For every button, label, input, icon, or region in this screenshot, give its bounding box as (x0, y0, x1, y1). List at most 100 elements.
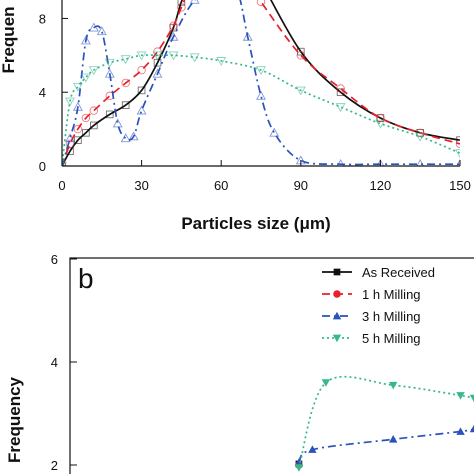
panel-a-point-milling_5h (256, 66, 266, 76)
panel-a-point-milling_3h (104, 68, 115, 78)
panel-a-point-milling_1h (376, 113, 385, 123)
panel-a-point-milling_5h (88, 66, 99, 76)
panel-b-point-milling_5h (294, 464, 304, 472)
legend-marker-milling_3h (332, 311, 342, 320)
panel-b-series-layer (294, 375, 474, 472)
panel-a-point-milling_3h (456, 159, 460, 166)
panel-a-point-milling_5h (455, 149, 460, 159)
legend-label-milling_1h: 1 h Milling (362, 287, 421, 302)
panel-a-point-milling_5h (64, 97, 75, 107)
panel-a-point-milling_1h (137, 65, 146, 75)
panel-b-point-milling_5h (469, 394, 474, 403)
panel-b-ticks: 2 4 6 (51, 252, 77, 473)
panel-a-point-milling_5h (189, 53, 200, 63)
panel-a-point-milling_3h (64, 133, 75, 143)
panel-a-point-milling_5h (295, 86, 306, 96)
panel-a-line-milling_1h (62, 0, 460, 166)
panel-a-x-tick-label: 150 (449, 178, 471, 193)
panel-a-point-milling_3h (242, 31, 253, 41)
panel-a-point-as_received (105, 110, 114, 119)
panel-b-frame (69, 257, 474, 474)
panel-a-point-milling_1h (89, 106, 99, 115)
panel-b-y-tick-label: 2 (51, 458, 58, 473)
panel-a-point-milling_5h (72, 82, 83, 92)
panel-b-y-tick-label: 6 (51, 252, 58, 267)
panel-a-point-milling_3h (80, 35, 91, 45)
panel-a-point-as_received (90, 121, 98, 130)
panel-a-series-milling_1h (62, 0, 460, 166)
legend-entry-milling_1h: 1 h Milling (322, 287, 421, 302)
panel-b-point-milling_5h (456, 392, 465, 400)
panel-a-point-milling_5h (104, 58, 115, 68)
panel-b-point-milling_5h (321, 379, 331, 387)
panel-a-series-milling_5h (62, 51, 460, 166)
panel-a-series-as_received (62, 0, 460, 166)
panel-a-x-tick-label: 60 (214, 178, 228, 193)
panel-a-point-milling_1h (336, 84, 345, 93)
panel-b-legend: As Received 1 h Milling 3 h Milling 5 h Mil… (322, 265, 435, 346)
panel-a-point-milling_3h (128, 131, 139, 141)
panel-b-series-milling_3h (294, 424, 474, 466)
panel-a-point-milling_1h (177, 3, 186, 12)
panel-a-point-milling_1h (296, 51, 306, 60)
panel-a-point-milling_5h (152, 51, 163, 61)
panel-a-series-milling_3h (62, 0, 460, 166)
panel-a-point-milling_3h (112, 118, 123, 128)
panel-a-point-milling_5h (80, 73, 91, 83)
panel-a-point-milling_1h (65, 139, 75, 149)
panel-a-point-milling_3h (269, 127, 280, 137)
panel-a-point-milling_5h (136, 51, 147, 61)
legend-label-milling_3h: 3 h Milling (362, 309, 421, 324)
panel-a-y-tick-label: 8 (39, 11, 46, 26)
panel-a-point-milling_3h (416, 159, 425, 166)
panel-b-y-tick-label: 4 (51, 355, 58, 370)
panel-a-line-milling_5h (62, 54, 460, 166)
panel-a-point-milling_1h (81, 113, 91, 123)
panel-a-point-milling_3h (168, 31, 179, 41)
panel-b-series-milling_5h (294, 375, 474, 472)
panel-a-point-milling_5h (415, 132, 426, 142)
panel-a-x-tick-label: 0 (58, 178, 65, 193)
panel-b-line-milling_3h (298, 428, 474, 464)
panel-a-point-milling_3h (96, 26, 107, 36)
panel-a-point-milling_3h (72, 101, 83, 111)
panel-b-point-milling_3h (469, 424, 474, 433)
panel-a-x-tick-label: 90 (294, 178, 308, 193)
panel-a-point-milling_3h (88, 22, 99, 32)
panel-a-point-milling_1h (256, 0, 266, 7)
chart-panel-a: 0 30 60 90 120 150 0 4 8 Frequen Particles size … (0, 0, 471, 233)
panel-a-x-tick-label: 30 (134, 178, 148, 193)
panel-a-y-tick-label: 4 (39, 85, 46, 100)
panel-a-point-as_received (456, 136, 460, 144)
panel-a-point-milling_3h (189, 0, 200, 4)
legend-label-as_received: As Received (362, 265, 435, 280)
panel-a-point-milling_3h (336, 159, 345, 166)
panel-a-y-tick-label: 0 (39, 159, 46, 174)
panel-a-x-tick-label: 120 (370, 178, 392, 193)
panel-b-label: b (78, 263, 94, 294)
panel-a-series-layer (62, 0, 460, 166)
panel-a-point-milling_1h (121, 78, 130, 88)
panel-b-y-axis-title: Frequency (5, 376, 24, 463)
chart-panel-b: 2 4 6 b Frequency As Received 1 h Milling 3 … (5, 252, 474, 474)
panel-a-point-milling_5h (120, 55, 131, 65)
panel-a-point-as_received (121, 101, 130, 109)
panel-b-point-milling_5h (389, 381, 398, 390)
legend-marker-as_received (333, 268, 341, 276)
panel-a-y-axis-title: Frequen (0, 6, 18, 73)
panel-a-ticks: 0 30 60 90 120 150 0 4 8 (39, 11, 471, 193)
panel-b-point-milling_3h (308, 445, 317, 453)
panel-a-point-milling_3h (256, 90, 266, 100)
panel-a-point-milling_3h (376, 159, 385, 166)
panel-b-point-milling_3h (456, 427, 465, 435)
panel-a-point-milling_5h (216, 57, 227, 66)
panel-a-point-milling_1h (73, 124, 83, 134)
panel-a-point-milling_3h (120, 133, 131, 143)
panel-a-point-milling_3h (152, 68, 163, 78)
legend-entry-milling_5h: 5 h Milling (322, 331, 421, 346)
legend-marker-milling_5h (332, 334, 342, 343)
panel-a-point-milling_1h (455, 139, 460, 149)
legend-label-milling_5h: 5 h Milling (362, 331, 421, 346)
panel-a-point-milling_1h (169, 21, 178, 31)
